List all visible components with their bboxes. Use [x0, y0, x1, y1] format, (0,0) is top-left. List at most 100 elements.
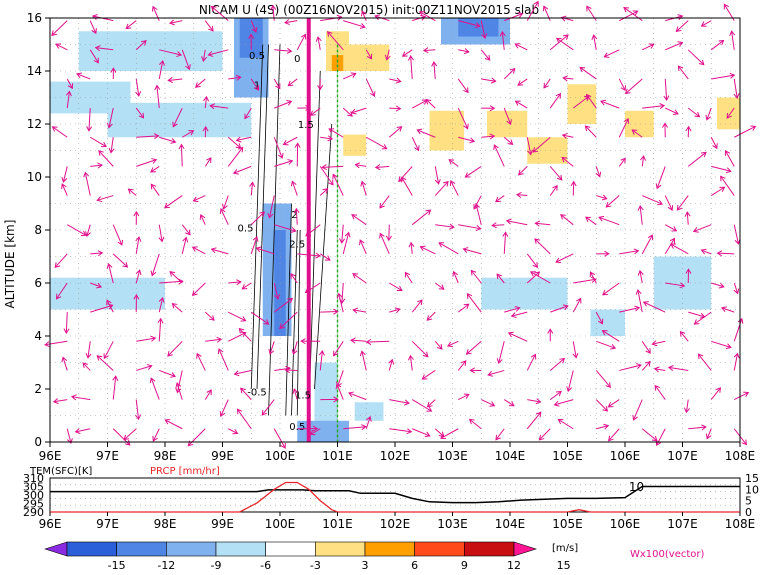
wind-vector	[503, 136, 513, 145]
wind-vector-head	[657, 199, 664, 206]
wind-vector-head	[533, 0, 539, 7]
y-tick-label: 8	[34, 223, 42, 237]
wind-vector	[192, 246, 206, 255]
wind-vector-head	[164, 202, 170, 209]
wind-vector-head	[61, 356, 68, 363]
wind-vector	[492, 224, 505, 226]
wind-vector	[561, 157, 574, 167]
wind-vector-head	[164, 419, 171, 425]
wind-vector	[210, 105, 229, 109]
wind-vector	[625, 78, 643, 94]
chart-title: NICAM U (4S) (00Z16NOV2015) init:00Z11NO…	[199, 3, 539, 17]
wind-vector	[150, 184, 160, 196]
wind-vector-head	[466, 293, 473, 299]
wind-vector-head	[407, 55, 414, 61]
wind-vector-head	[294, 142, 301, 148]
wind-vector	[619, 364, 642, 371]
wind-vector-head	[110, 67, 117, 73]
x-tick-label: 105E	[552, 449, 583, 463]
wind-vector-head	[96, 196, 103, 203]
wind-vector	[481, 399, 495, 407]
wind-vector	[457, 303, 470, 313]
wind-vector-head	[645, 360, 651, 367]
wind-vector-head	[344, 231, 351, 238]
wind-vector-head	[240, 387, 246, 394]
colorbar-segment	[414, 541, 465, 557]
wind-vector-head	[469, 137, 476, 144]
sub-y-tick-left: 300	[23, 489, 44, 502]
wind-vector	[526, 411, 542, 430]
legend-tem: TEM(SFC)[K]	[29, 466, 92, 477]
wind-vector-head	[585, 216, 591, 222]
wind-vector-head	[684, 211, 691, 217]
wind-vector	[348, 392, 367, 401]
wind-vector-head	[632, 10, 639, 16]
wind-vector-head	[171, 302, 178, 309]
wind-vector-head	[333, 308, 339, 315]
wind-vector-head	[235, 143, 242, 149]
wind-vector	[290, 273, 298, 284]
wind-vector	[322, 165, 344, 168]
wind-vector	[734, 392, 749, 401]
wind-vector-head	[369, 91, 376, 98]
wind-vector	[151, 253, 160, 276]
wind-vector-head	[425, 209, 432, 215]
wind-vector	[204, 311, 215, 321]
wind-vector	[698, 353, 712, 371]
wind-vector-head	[563, 34, 569, 40]
wind-vector	[319, 188, 328, 196]
wind-vector-head	[701, 424, 707, 431]
contour-label: 0.5	[249, 51, 265, 62]
wind-vector-head	[394, 307, 401, 314]
sub-y-tick-left: 310	[23, 472, 44, 485]
wind-vector	[268, 195, 275, 218]
wind-vector	[631, 129, 643, 138]
contour-label: 2	[291, 210, 297, 221]
wind-vector	[515, 43, 528, 51]
wind-vector	[365, 49, 372, 60]
wind-vector	[295, 208, 298, 225]
wind-vector-head	[694, 111, 701, 118]
wind-vector-head	[61, 176, 68, 183]
wind-vector	[273, 428, 286, 449]
wind-vector-head	[82, 362, 89, 369]
wind-vector	[228, 281, 241, 284]
wind-vector-head	[507, 139, 514, 146]
wind-vector	[495, 428, 505, 441]
wind-vector	[53, 399, 68, 403]
wind-vector-head	[395, 77, 402, 84]
wind-vector-head	[530, 353, 537, 360]
wind-vector	[585, 216, 597, 226]
wind-vector	[343, 73, 356, 80]
wind-vector	[639, 270, 643, 284]
wind-vector-head	[733, 93, 740, 99]
wind-vector-head	[185, 64, 191, 71]
wind-vector	[641, 156, 645, 167]
wind-vector-head	[634, 305, 641, 312]
wind-vector-head	[679, 330, 686, 337]
wind-vector-head	[209, 315, 215, 321]
wind-vector-head	[725, 167, 732, 174]
wind-vector	[106, 299, 114, 313]
wind-vector	[320, 311, 338, 313]
wind-vector-head	[490, 77, 497, 84]
wind-vector-head	[465, 349, 472, 355]
wind-vector	[530, 271, 551, 284]
wind-vector	[136, 337, 156, 342]
wind-vector	[503, 399, 515, 407]
wind-vector-head	[135, 91, 142, 97]
wind-vector	[90, 282, 102, 288]
wind-vector	[412, 428, 430, 437]
wind-vector	[156, 85, 160, 109]
wind-vector-head	[426, 406, 433, 412]
wind-vector	[516, 194, 528, 197]
contour-label: -0.5	[247, 388, 267, 399]
wind-vector-head	[448, 159, 455, 165]
wind-vector-head	[470, 269, 477, 276]
wind-vector-head	[620, 85, 626, 92]
sub-y-tick-left: 295	[23, 498, 44, 511]
wind-vector	[256, 247, 275, 255]
wind-vector	[535, 222, 551, 226]
wind-vector-head	[404, 271, 411, 278]
wind-vector-head	[449, 223, 455, 230]
